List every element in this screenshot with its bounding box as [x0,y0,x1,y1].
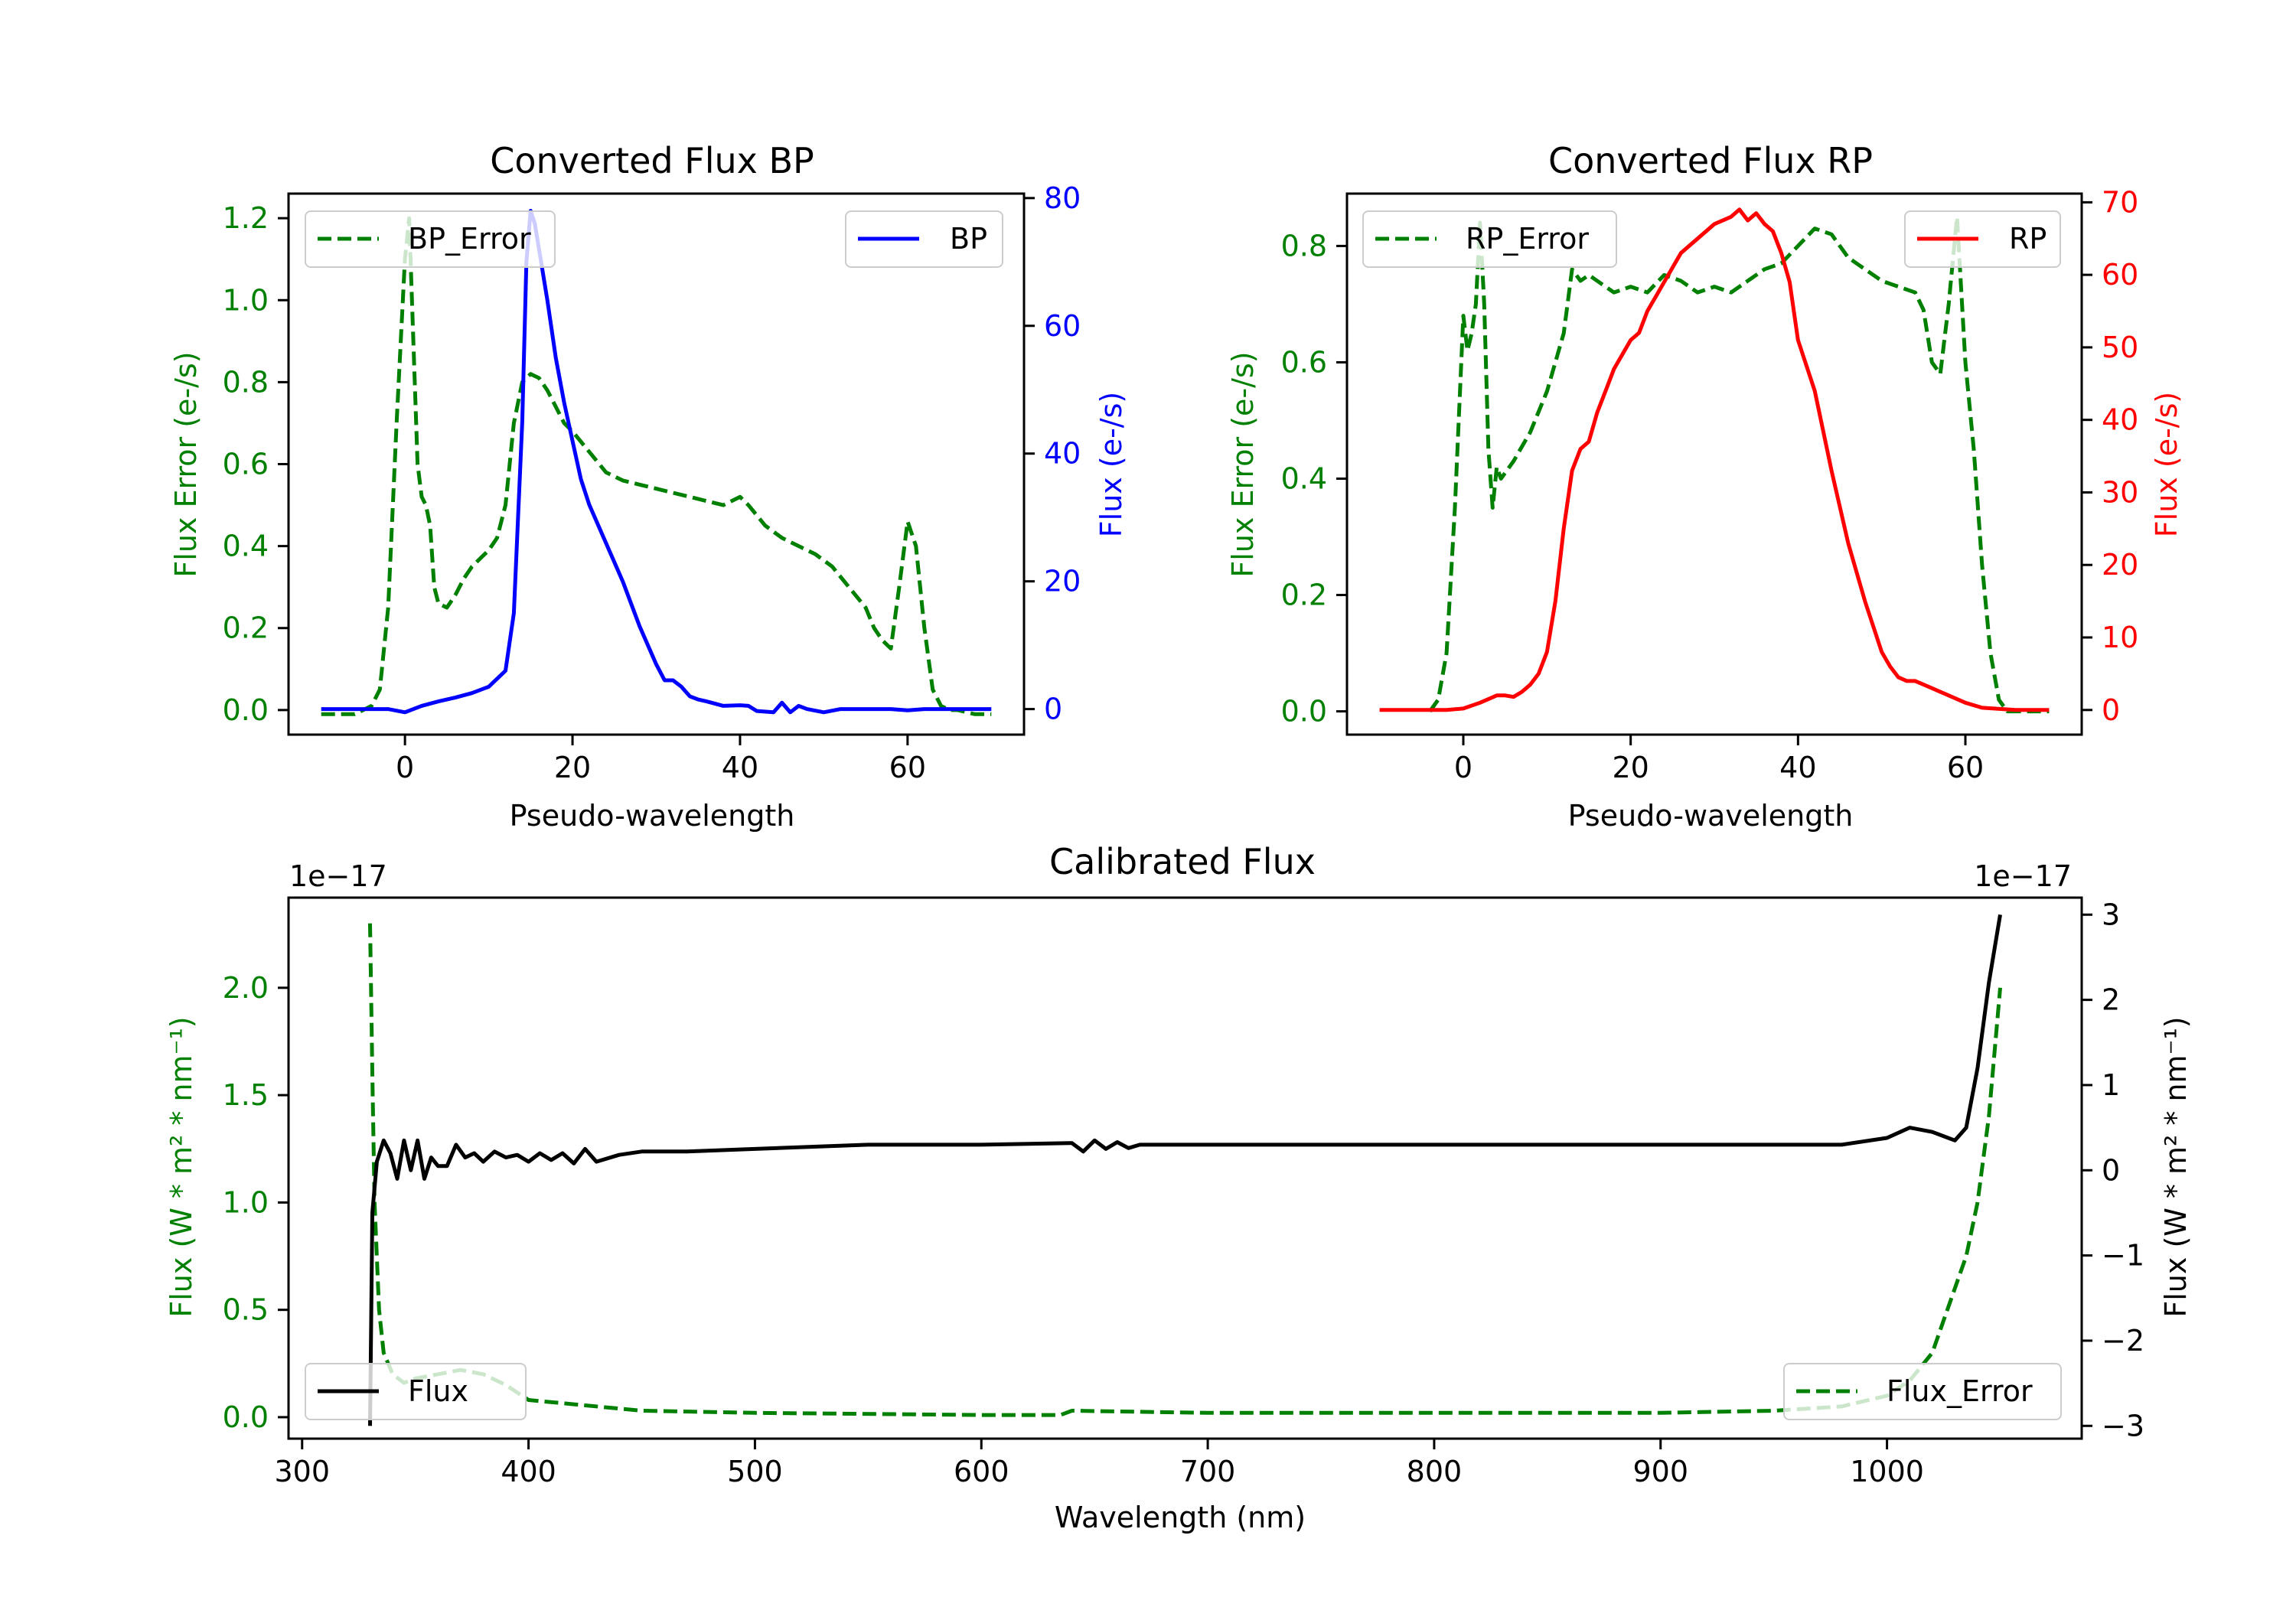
y-right-tick-label: 60 [1044,309,1081,343]
chart-bp-y-label-left: Flux Error (e-/s) [169,351,203,577]
chart-bp-y-label-right: Flux (e-/s) [1094,392,1128,537]
y-right-tick-label: 30 [2102,475,2138,509]
series-bp-line [321,209,992,715]
y-left-tick-label: 2.0 [223,971,269,1005]
x-tick-label: 20 [1612,751,1649,784]
y-right-tick-label: 80 [1044,181,1081,215]
chart-rp-y-label-left: Flux Error (e-/s) [1226,351,1260,577]
chart-bp-legend-right-label: BP [950,222,987,256]
series-rp-error-line [1428,214,2050,714]
y-left-tick-label: 0.2 [1281,579,1327,612]
chart-bp-legend-right-box [845,210,1003,268]
y-right-tick-label: 3 [2102,898,2120,931]
chart-cal: Calibrated Flux 1e−17 1e−17 300 400 500 600… [165,841,2193,1534]
x-tick-label: 500 [727,1455,783,1488]
y-left-tick-label: 1.5 [223,1078,269,1112]
x-tick-label: 400 [501,1455,556,1488]
chart-cal-offset-left: 1e−17 [289,859,387,893]
x-tick-label: 300 [274,1455,330,1488]
chart-rp: Converted Flux RP 0 20 40 60 0.0 0.2 0.4 0.6 0.8… [1226,140,2183,833]
x-tick-label: 40 [1779,751,1816,784]
y-left-tick-label: 0.8 [1281,229,1327,262]
chart-bp-legend-right: BP [845,210,1003,268]
chart-cal-legend-right: Flux_Error [1783,1363,2062,1420]
chart-cal-legend-left-box [305,1363,527,1420]
y-left-tick-label: 0.0 [223,1400,269,1434]
y-right-tick-label: 70 [2102,185,2138,219]
y-left-tick-label: 0.0 [223,693,269,727]
chart-cal-y-label-left: Flux (W * m² * nm⁻¹) [165,1016,198,1317]
y-right-tick-label: −1 [2102,1239,2144,1273]
y-right-tick-label: 50 [2102,331,2138,364]
chart-cal-y-label-right: Flux (W * m² * nm⁻¹) [2159,1016,2193,1317]
y-left-tick-label: 0.5 [223,1293,269,1327]
y-right-tick-label: −2 [2102,1324,2144,1358]
chart-bp: Converted Flux BP 0 20 40 60 0.0 0.2 0.4 0.6 0.8… [169,140,1128,833]
y-right-tick-label: −3 [2102,1409,2144,1442]
series-rp-line [1379,207,2050,712]
x-tick-label: 900 [1632,1455,1688,1488]
chart-rp-legend-left: RP_Error [1362,210,1617,268]
y-left-tick-label: 0.4 [1281,462,1327,496]
chart-bp-plot-area: 0 20 40 60 0.0 0.2 0.4 0.6 0.8 1.0 1.2 0 20 40 60 80 [223,181,1081,784]
x-tick-label: 1000 [1850,1455,1924,1488]
y-left-tick-label: 0.0 [1281,695,1327,729]
chart-cal-legend-right-label: Flux_Error [1887,1374,2033,1408]
y-right-tick-label: 0 [2102,693,2120,727]
chart-rp-legend-left-box [1362,210,1617,268]
x-tick-label: 600 [954,1455,1009,1488]
chart-cal-legend-left-label: Flux [408,1374,468,1408]
x-tick-label: 60 [889,751,926,784]
y-right-tick-label: 60 [2102,258,2138,292]
chart-cal-offset-right: 1e−17 [1974,859,2072,893]
x-tick-label: 700 [1180,1455,1236,1488]
chart-rp-title: Converted Flux RP [1548,140,1873,181]
chart-rp-legend-left-label: RP_Error [1466,222,1589,256]
x-tick-label: 60 [1947,751,1984,784]
series-bp-error-line [321,216,992,716]
chart-rp-y-label-right: Flux (e-/s) [2150,392,2183,537]
x-tick-label: 0 [1454,751,1473,784]
chart-bp-legend-left: BP_Error [305,210,556,268]
chart-rp-legend-right-box [1904,210,2061,268]
y-left-tick-label: 1.0 [223,283,269,317]
axes-frame [287,896,2083,1440]
y-right-tick-label: 40 [2102,403,2138,437]
y-right-tick-label: 1 [2102,1068,2120,1102]
chart-bp-legend-left-box [305,210,556,268]
chart-cal-title: Calibrated Flux [1049,841,1316,882]
chart-cal-x-label: Wavelength (nm) [1055,1501,1306,1534]
y-right-tick-label: 2 [2102,983,2120,1017]
chart-bp-title: Converted Flux BP [490,140,814,181]
y-left-tick-label: 1.0 [223,1185,269,1219]
x-tick-label: 40 [722,751,758,784]
axes-frame [1345,192,2083,736]
y-right-tick-label: 20 [1044,565,1081,598]
y-left-tick-label: 0.2 [223,611,269,645]
chart-bp-legend-left-label: BP_Error [408,222,531,256]
chart-rp-legend-right: RP [1904,210,2061,268]
series-flux-line [368,914,2002,1426]
chart-bp-x-label: Pseudo-wavelength [510,799,795,833]
chart-rp-x-label: Pseudo-wavelength [1568,799,1854,833]
chart-cal-legend-left: Flux [305,1363,527,1420]
chart-cal-legend-right-box [1783,1363,2062,1420]
y-right-tick-label: 40 [1044,437,1081,471]
y-left-tick-label: 1.2 [223,201,269,235]
x-tick-label: 0 [396,751,414,784]
y-right-tick-label: 0 [1044,693,1062,726]
y-left-tick-label: 0.4 [223,530,269,563]
y-left-tick-label: 0.8 [223,365,269,399]
x-tick-label: 800 [1407,1455,1463,1488]
y-left-tick-label: 0.6 [1281,345,1327,379]
x-tick-label: 20 [554,751,591,784]
y-left-tick-label: 0.6 [223,448,269,481]
chart-rp-plot-area: 0 20 40 60 0.0 0.2 0.4 0.6 0.8 0 10 20 30 40 50 60 70 [1281,185,2139,784]
chart-rp-legend-right-label: RP [2009,222,2047,256]
y-right-tick-label: 10 [2102,621,2138,654]
y-right-tick-label: 20 [2102,548,2138,582]
y-right-tick-label: 0 [2102,1153,2120,1187]
